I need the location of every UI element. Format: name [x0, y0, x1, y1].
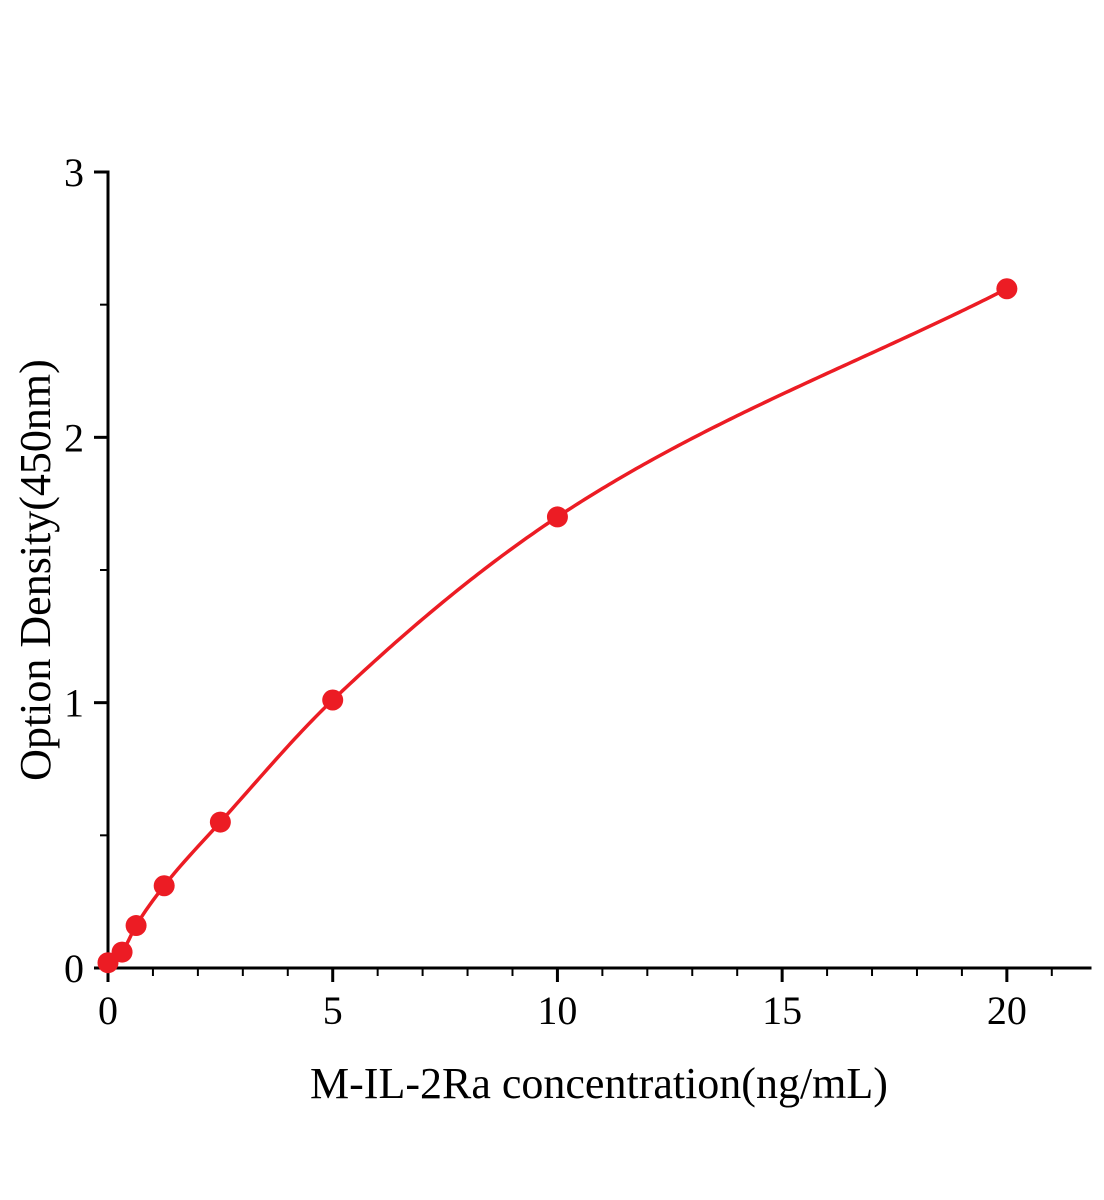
x-tick-label: 15 — [762, 988, 802, 1033]
data-point — [546, 506, 568, 528]
y-tick-label: 1 — [64, 681, 84, 726]
y-tick-label: 2 — [64, 415, 84, 460]
data-point — [111, 941, 133, 963]
data-point — [322, 689, 344, 711]
data-point — [996, 278, 1018, 300]
x-tick-label: 0 — [98, 988, 118, 1033]
x-tick-label: 5 — [323, 988, 343, 1033]
y-tick-label: 3 — [64, 150, 84, 195]
x-axis-title: M-IL-2Ra concentration(ng/mL) — [310, 1059, 888, 1108]
data-point — [153, 875, 175, 897]
axes-frame — [106, 170, 1092, 970]
y-axis-title: Option Density(450nm) — [11, 359, 60, 781]
standard-curve-line — [107, 287, 1008, 965]
x-tick-label: 10 — [537, 988, 577, 1033]
data-point — [125, 915, 147, 937]
y-tick-label: 0 — [64, 946, 84, 991]
x-tick-label: 20 — [987, 988, 1027, 1033]
data-point — [209, 811, 231, 833]
